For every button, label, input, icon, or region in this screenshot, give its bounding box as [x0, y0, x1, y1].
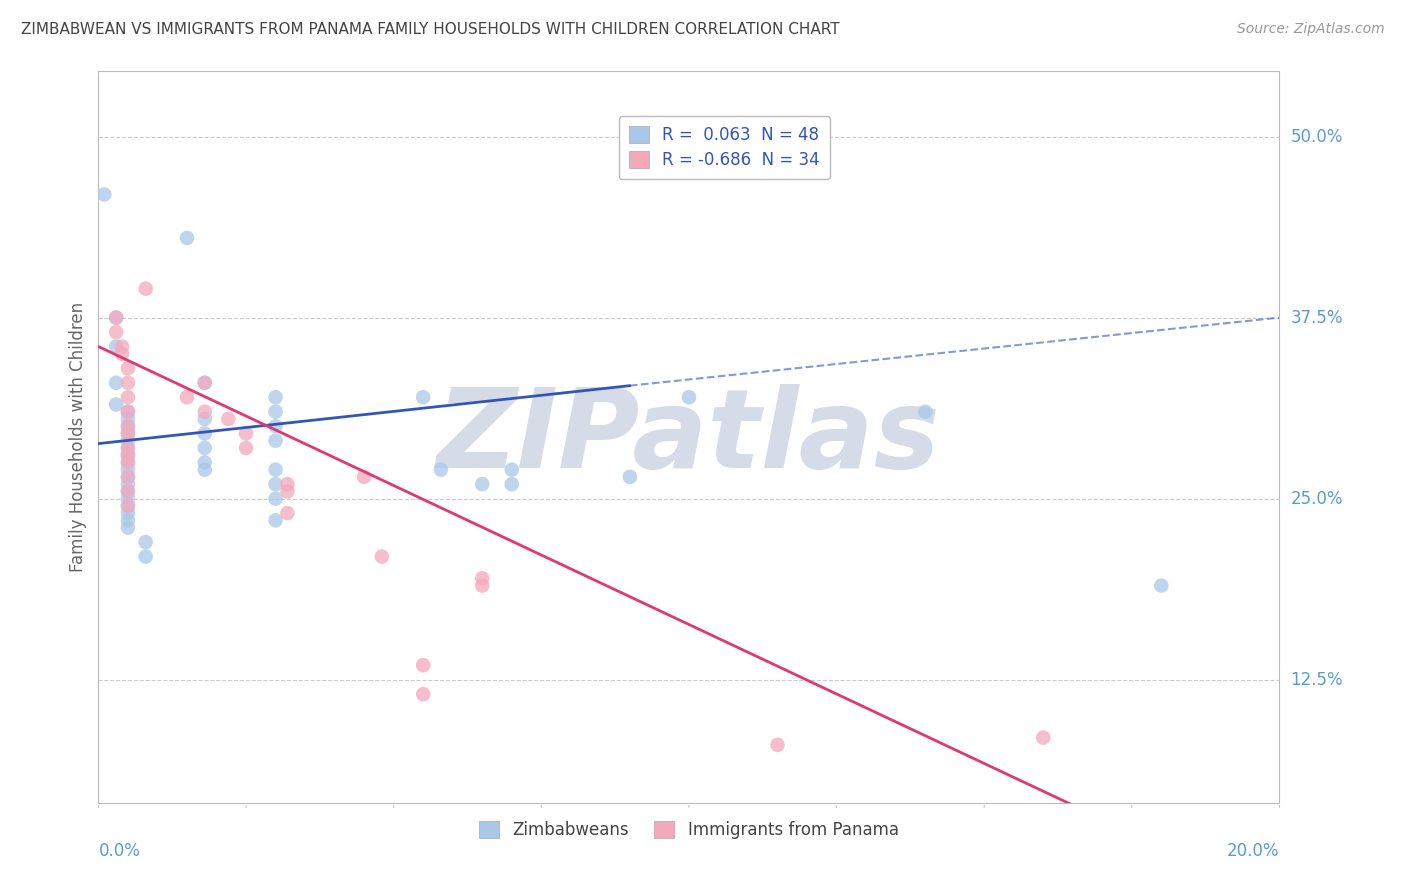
Point: [194, 405, 217, 419]
Point: [117, 491, 139, 506]
Point: [412, 658, 434, 673]
Point: [135, 535, 157, 549]
Point: [176, 231, 198, 245]
Point: [501, 463, 523, 477]
Point: [430, 463, 453, 477]
Point: [264, 513, 287, 527]
Point: [111, 347, 134, 361]
Point: [194, 412, 217, 426]
Point: [117, 520, 139, 534]
Point: [678, 390, 700, 404]
Point: [276, 477, 298, 491]
Point: [117, 419, 139, 434]
Point: [264, 390, 287, 404]
Text: Source: ZipAtlas.com: Source: ZipAtlas.com: [1237, 22, 1385, 37]
Point: [194, 426, 217, 441]
Point: [264, 463, 287, 477]
Legend: Zimbabweans, Immigrants from Panama: Zimbabweans, Immigrants from Panama: [472, 814, 905, 846]
Point: [264, 491, 287, 506]
Point: [353, 470, 375, 484]
Point: [264, 477, 287, 491]
Point: [276, 484, 298, 499]
Point: [117, 448, 139, 462]
Point: [766, 738, 789, 752]
Point: [135, 282, 157, 296]
Point: [117, 361, 139, 376]
Point: [117, 426, 139, 441]
Point: [117, 499, 139, 513]
Point: [117, 506, 139, 520]
Point: [276, 506, 298, 520]
Point: [235, 426, 257, 441]
Point: [264, 419, 287, 434]
Point: [117, 405, 139, 419]
Point: [117, 499, 139, 513]
Point: [1150, 578, 1173, 592]
Point: [471, 477, 494, 491]
Text: 25.0%: 25.0%: [1291, 490, 1343, 508]
Point: [117, 470, 139, 484]
Point: [117, 405, 139, 419]
Point: [264, 405, 287, 419]
Point: [235, 441, 257, 455]
Point: [117, 455, 139, 469]
Point: [117, 434, 139, 448]
Point: [105, 325, 128, 339]
Point: [117, 513, 139, 527]
Point: [501, 477, 523, 491]
Point: [412, 687, 434, 701]
Point: [619, 470, 641, 484]
Point: [194, 441, 217, 455]
Point: [217, 412, 239, 426]
Point: [117, 484, 139, 499]
Point: [117, 412, 139, 426]
Point: [105, 397, 128, 411]
Y-axis label: Family Households with Children: Family Households with Children: [69, 302, 87, 572]
Point: [117, 484, 139, 499]
Point: [412, 390, 434, 404]
Text: 0.0%: 0.0%: [98, 842, 141, 860]
Point: [105, 376, 128, 390]
Point: [1032, 731, 1054, 745]
Point: [117, 419, 139, 434]
Point: [117, 477, 139, 491]
Point: [117, 426, 139, 441]
Text: 37.5%: 37.5%: [1291, 309, 1343, 326]
Text: 12.5%: 12.5%: [1291, 671, 1343, 689]
Point: [117, 441, 139, 455]
Text: 20.0%: 20.0%: [1227, 842, 1279, 860]
Point: [117, 448, 139, 462]
Point: [471, 571, 494, 585]
Point: [105, 310, 128, 325]
Point: [176, 390, 198, 404]
Point: [194, 376, 217, 390]
Point: [117, 463, 139, 477]
Point: [135, 549, 157, 564]
Point: [117, 376, 139, 390]
Point: [117, 470, 139, 484]
Point: [105, 340, 128, 354]
Point: [371, 549, 394, 564]
Point: [471, 578, 494, 592]
Point: [194, 455, 217, 469]
Point: [111, 340, 134, 354]
Point: [194, 463, 217, 477]
Point: [117, 390, 139, 404]
Point: [264, 434, 287, 448]
Point: [914, 405, 936, 419]
Point: [93, 187, 115, 202]
Point: [194, 376, 217, 390]
Point: [105, 310, 128, 325]
Text: 50.0%: 50.0%: [1291, 128, 1343, 145]
Text: ZIPatlas: ZIPatlas: [437, 384, 941, 491]
Text: ZIMBABWEAN VS IMMIGRANTS FROM PANAMA FAMILY HOUSEHOLDS WITH CHILDREN CORRELATION: ZIMBABWEAN VS IMMIGRANTS FROM PANAMA FAM…: [21, 22, 839, 37]
Point: [117, 455, 139, 469]
Point: [117, 441, 139, 455]
